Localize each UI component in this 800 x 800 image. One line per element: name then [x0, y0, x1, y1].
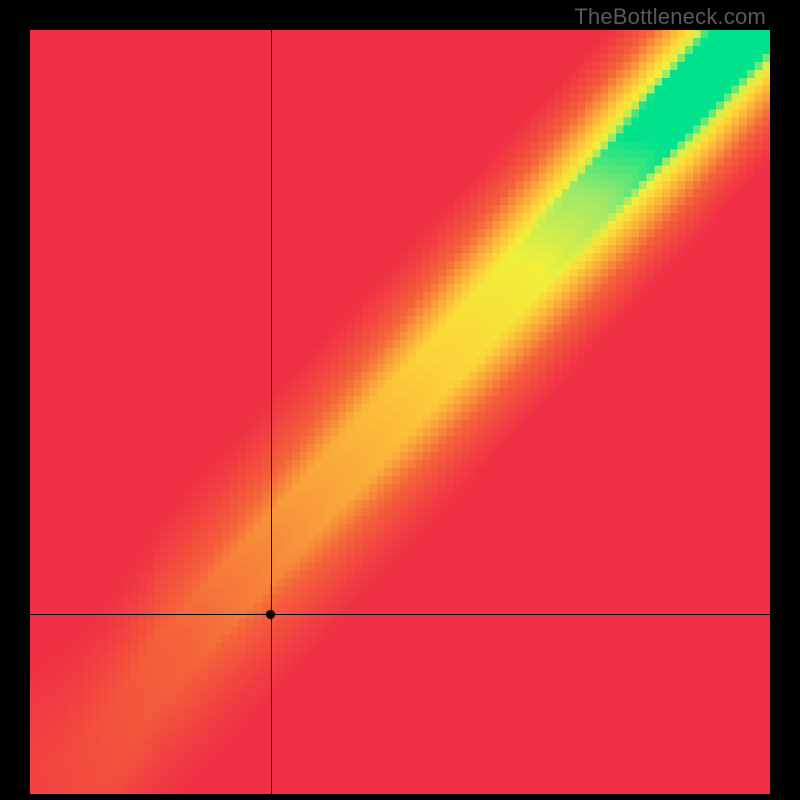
- bottleneck-heatmap: TheBottleneck.com: [0, 0, 800, 800]
- crosshair-canvas: [0, 0, 800, 800]
